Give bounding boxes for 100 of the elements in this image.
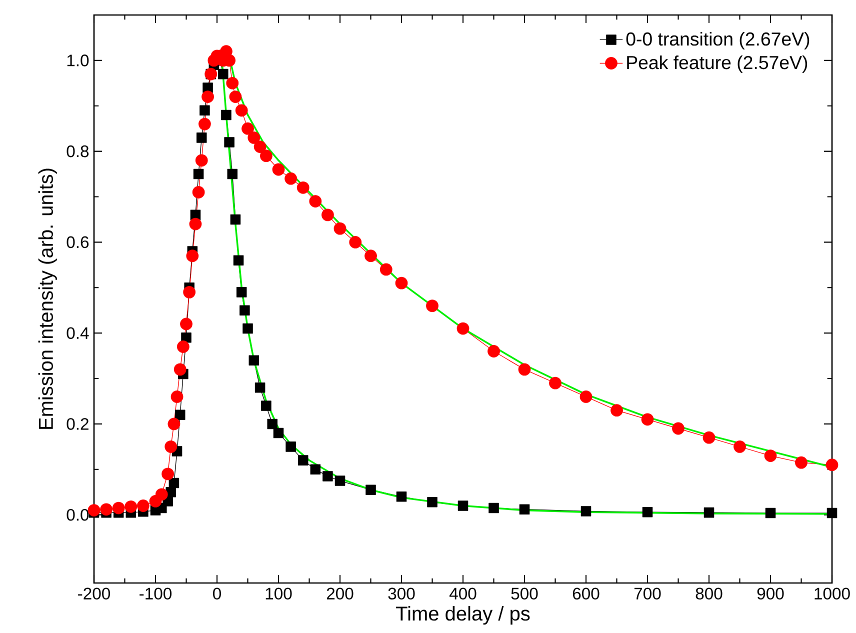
point [242, 122, 254, 135]
point [488, 345, 500, 358]
point [396, 492, 407, 502]
point [174, 363, 186, 376]
point [426, 300, 438, 312]
point [195, 154, 208, 167]
point [349, 236, 362, 248]
point [580, 390, 592, 403]
point [765, 508, 776, 518]
point [826, 458, 838, 472]
point [186, 250, 199, 262]
point [226, 76, 239, 90]
point [233, 255, 244, 266]
x-tick-label: 500 [511, 588, 538, 600]
point [254, 382, 266, 393]
point [580, 506, 592, 516]
point [456, 322, 470, 335]
point [310, 464, 321, 475]
point [180, 318, 192, 330]
y-tick-label: 0.2 [66, 418, 88, 430]
point [236, 287, 247, 298]
x-tick-label: -100 [140, 588, 172, 600]
point [112, 502, 125, 514]
point [322, 471, 333, 482]
point [242, 323, 253, 334]
point [334, 476, 346, 486]
point [488, 502, 499, 514]
point [764, 450, 777, 462]
point [196, 132, 207, 143]
point [176, 340, 190, 353]
point [518, 363, 531, 376]
x-tick-label: 900 [757, 588, 784, 600]
point [137, 500, 150, 512]
point [395, 276, 408, 290]
point [641, 413, 654, 426]
point [189, 218, 202, 230]
x-tick-label: 300 [388, 588, 415, 600]
legend-label: 0-0 transition (2.67eV) [626, 32, 810, 50]
x-tick-label: 700 [634, 588, 661, 600]
legend-label: Peak feature (2.57eV) [627, 55, 808, 73]
point [458, 500, 468, 511]
point [734, 440, 746, 453]
y-axis-title: Emission intensity (arb. units) [38, 168, 57, 429]
y-tick-label: 0.4 [66, 327, 89, 339]
x-tick-label: 200 [326, 588, 354, 600]
y-tick-label: 0.0 [66, 508, 89, 521]
point [366, 484, 376, 495]
point [218, 68, 228, 80]
y-tick-label: 0.8 [66, 145, 89, 158]
point [240, 305, 250, 316]
point [229, 90, 242, 103]
point [272, 163, 285, 176]
point [286, 442, 296, 452]
point [380, 263, 392, 276]
point [549, 376, 562, 390]
x-axis-title: Time delay / ps [396, 606, 530, 625]
x-tick-label: 100 [266, 588, 292, 600]
point [704, 507, 714, 518]
point [427, 496, 438, 508]
point [235, 104, 248, 117]
x-tick-label: 600 [572, 588, 600, 600]
point [170, 390, 184, 403]
point [364, 250, 377, 262]
point [642, 506, 653, 518]
point [248, 131, 260, 144]
point [296, 181, 310, 194]
point [260, 150, 272, 162]
point [672, 422, 684, 435]
point [192, 186, 205, 198]
point [221, 110, 232, 120]
point [168, 418, 180, 430]
point [227, 168, 238, 180]
point [273, 428, 284, 438]
point [168, 478, 180, 488]
y-tick-label: 0.6 [66, 236, 89, 248]
point [284, 172, 298, 185]
point [202, 90, 214, 103]
point [826, 508, 838, 518]
x-tick-label: 0 [213, 588, 221, 600]
point [298, 455, 308, 466]
point [162, 468, 174, 480]
point [198, 118, 211, 130]
point [174, 410, 186, 420]
point [610, 404, 623, 417]
point [267, 418, 278, 430]
point [200, 105, 210, 116]
point [100, 503, 113, 516]
point [124, 500, 138, 513]
x-tick-label: 800 [696, 588, 722, 600]
point [519, 504, 530, 515]
point [261, 400, 272, 411]
point [193, 168, 204, 180]
point [795, 456, 808, 469]
point [322, 208, 334, 222]
point [224, 137, 234, 148]
x-tick-label: 1000 [814, 588, 850, 600]
x-tick-label: -200 [78, 588, 110, 600]
point [230, 214, 241, 225]
point [183, 286, 196, 298]
point [88, 504, 100, 516]
